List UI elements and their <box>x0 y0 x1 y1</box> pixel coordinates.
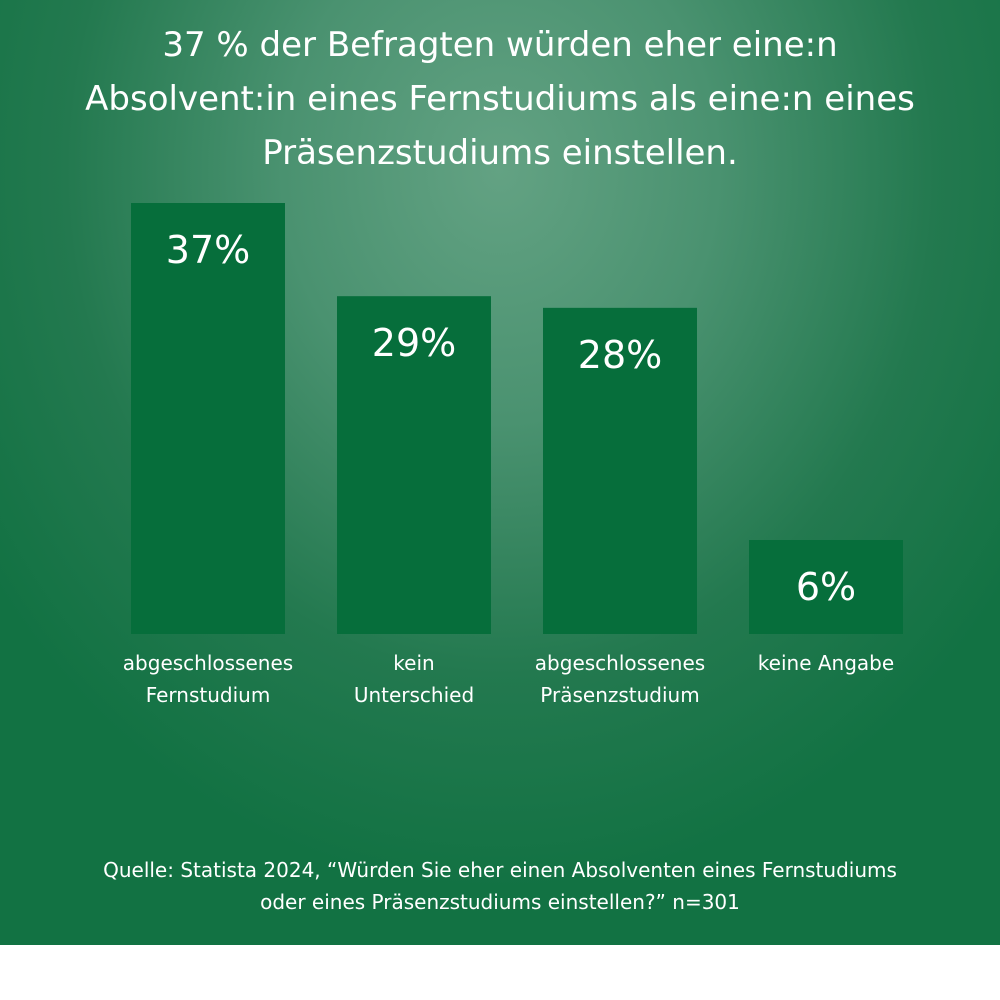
source-line-2: oder eines Präsenzstudiums einstellen?” … <box>260 890 740 914</box>
bar <box>131 203 285 634</box>
bar-chart: 37% abgeschlossenes Fernstudium 29% kein Unte… <box>123 203 903 707</box>
category-label: Fernstudium <box>146 683 271 707</box>
category-label: abgeschlossenes <box>123 651 293 675</box>
category-label: Unterschied <box>354 683 474 707</box>
bar <box>337 296 491 634</box>
value-label: 6% <box>796 565 856 609</box>
value-label: 28% <box>578 333 662 377</box>
source-line-1: Quelle: Statista 2024, “Würden Sie eher … <box>103 858 897 882</box>
category-label: kein <box>393 651 434 675</box>
category-label: keine Angabe <box>758 651 894 675</box>
bar <box>543 307 697 634</box>
source-note: Quelle: Statista 2024, “Würden Sie eher … <box>20 854 980 918</box>
value-label: 29% <box>372 321 456 365</box>
category-label: abgeschlossenes <box>535 651 705 675</box>
bar <box>749 540 903 634</box>
chart-title: 37 % der Befragten würden eher eine:n Ab… <box>85 25 915 173</box>
value-label: 37% <box>166 228 250 272</box>
category-label: Präsenzstudium <box>540 683 699 707</box>
